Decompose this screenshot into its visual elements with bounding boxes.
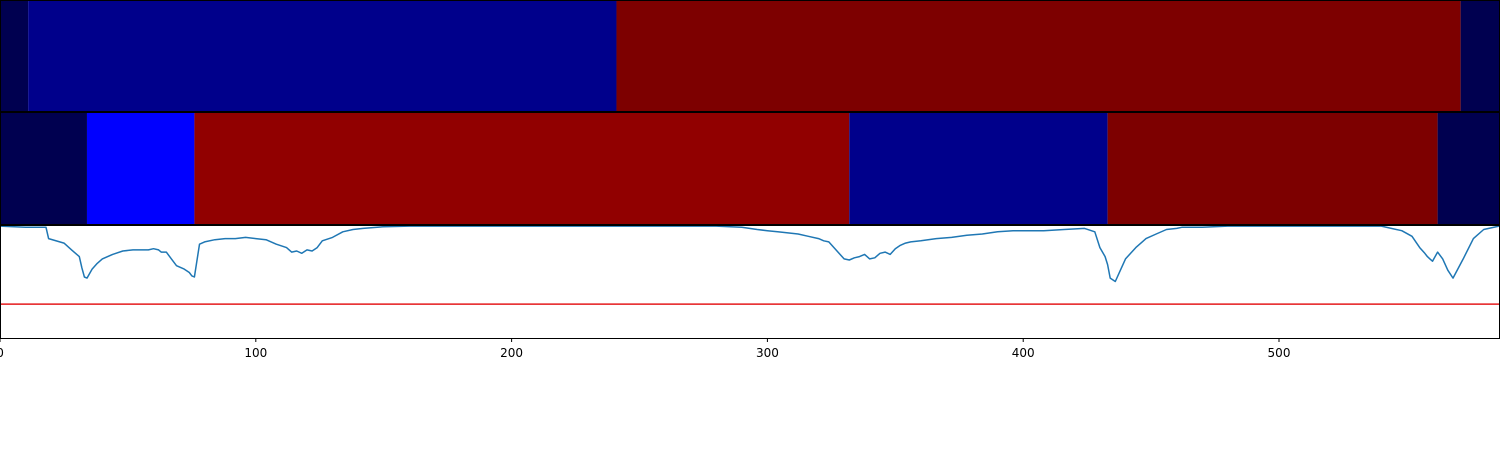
- x-axis: 0 100 200 300 400 500: [0, 338, 1290, 360]
- x-tick-label-3: 200: [500, 346, 523, 360]
- segment-2-4: [849, 113, 1108, 225]
- segment-1-1: [0, 1, 29, 112]
- x-tick-label-4: 300: [756, 346, 779, 360]
- segment-2-2: [86, 113, 195, 225]
- segment-row-1: [0, 0, 1500, 112]
- score-series-line: [0, 225, 1500, 283]
- segment-2-1: [0, 113, 87, 225]
- segment-1-2: [28, 1, 617, 112]
- segment-2-6: [1437, 113, 1499, 225]
- x-tick-label-2: 100: [244, 346, 267, 360]
- segment-1-3: [616, 1, 1461, 112]
- segment-2-5: [1107, 113, 1438, 225]
- segment-2-3: [194, 113, 850, 225]
- segment-1-4: [1460, 1, 1499, 112]
- line-panel: [0, 225, 1500, 339]
- x-tick-label-1: 0: [0, 346, 4, 360]
- x-tick-label-6: 500: [1268, 346, 1291, 360]
- x-tick-label-5: 400: [1012, 346, 1035, 360]
- segment-row-2: [0, 112, 1500, 225]
- line-panel-bg: [0, 225, 1499, 338]
